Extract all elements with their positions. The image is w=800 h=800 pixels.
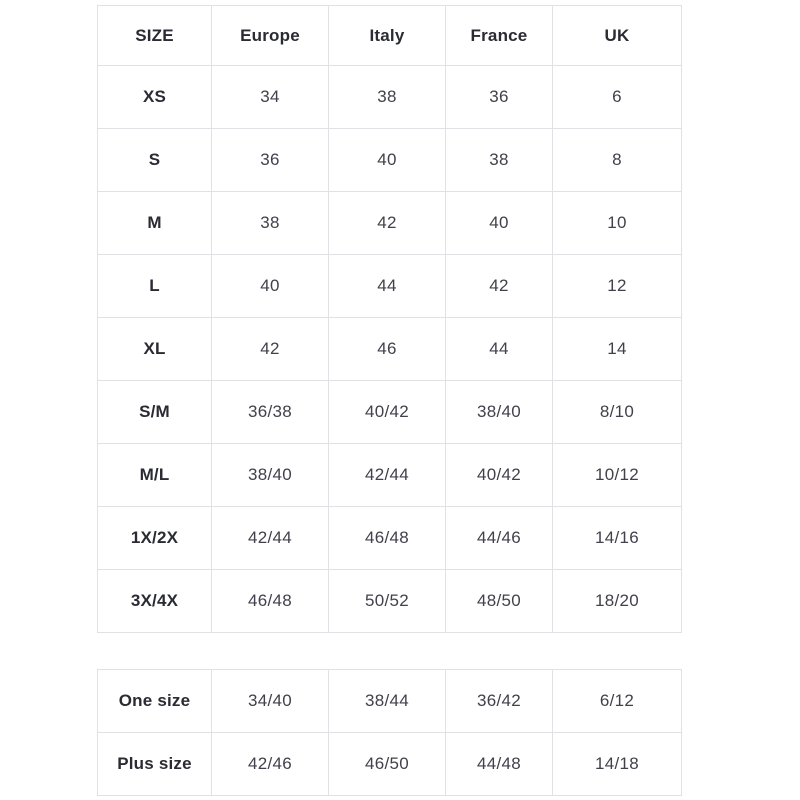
size-value-cell: 42/46 [211,732,329,796]
size-value-cell: 38/40 [445,380,553,444]
size-value-cell: 42/44 [328,443,446,507]
header-row: SIZE Europe Italy France UK [97,5,682,66]
size-value-cell: 10 [552,191,682,255]
table-row: M/L 38/40 42/44 40/42 10/12 [97,443,682,507]
size-value-cell: 44 [445,317,553,381]
size-value-cell: 36 [211,128,329,192]
size-value-cell: 38/40 [211,443,329,507]
size-value-cell: 38 [211,191,329,255]
special-sizes-body: One size 34/40 38/44 36/42 6/12 Plus size 42/4… [97,669,682,796]
size-value-cell: 12 [552,254,682,318]
size-value-cell: 40 [445,191,553,255]
table-row: L 40 44 42 12 [97,254,682,318]
special-sizes-table: One size 34/40 38/44 36/42 6/12 Plus size 42/4… [97,669,682,796]
size-value-cell: 46/50 [328,732,446,796]
size-value-cell: 14/16 [552,506,682,570]
size-value-cell: 36 [445,65,553,129]
size-value-cell: 18/20 [552,569,682,633]
size-label-cell: XS [97,65,212,129]
size-value-cell: 42 [328,191,446,255]
size-value-cell: 34/40 [211,669,329,733]
column-header-uk: UK [552,5,682,66]
table-row: M 38 42 40 10 [97,191,682,255]
size-label-cell: 1X/2X [97,506,212,570]
column-header-italy: Italy [328,5,446,66]
size-value-cell: 40/42 [328,380,446,444]
size-value-cell: 46 [328,317,446,381]
size-value-cell: 42/44 [211,506,329,570]
column-header-europe: Europe [211,5,329,66]
table-row: S/M 36/38 40/42 38/40 8/10 [97,380,682,444]
size-label-cell: M/L [97,443,212,507]
size-value-cell: 10/12 [552,443,682,507]
size-value-cell: 14 [552,317,682,381]
size-label-cell: M [97,191,212,255]
size-label-cell: S [97,128,212,192]
size-label-cell: 3X/4X [97,569,212,633]
size-value-cell: 50/52 [328,569,446,633]
table-row: Plus size 42/46 46/50 44/48 14/18 [97,732,682,796]
size-value-cell: 38 [328,65,446,129]
size-value-cell: 40 [328,128,446,192]
size-value-cell: 34 [211,65,329,129]
table-row: One size 34/40 38/44 36/42 6/12 [97,669,682,733]
size-value-cell: 44/46 [445,506,553,570]
size-label-cell: S/M [97,380,212,444]
size-value-cell: 6/12 [552,669,682,733]
size-value-cell: 48/50 [445,569,553,633]
size-chart-table: SIZE Europe Italy France UK XS 34 38 36 6 S 36… [97,5,682,633]
tables-container: SIZE Europe Italy France UK XS 34 38 36 6 S 36… [97,5,682,796]
size-label-cell: XL [97,317,212,381]
size-value-cell: 40/42 [445,443,553,507]
size-value-cell: 38 [445,128,553,192]
size-value-cell: 44/48 [445,732,553,796]
size-value-cell: 36/42 [445,669,553,733]
size-value-cell: 42 [445,254,553,318]
table-row: 3X/4X 46/48 50/52 48/50 18/20 [97,569,682,633]
size-value-cell: 8 [552,128,682,192]
size-value-cell: 42 [211,317,329,381]
size-value-cell: 46/48 [328,506,446,570]
size-value-cell: 6 [552,65,682,129]
size-value-cell: 8/10 [552,380,682,444]
column-header-france: France [445,5,553,66]
size-label-cell: L [97,254,212,318]
size-value-cell: 40 [211,254,329,318]
size-value-cell: 14/18 [552,732,682,796]
size-chart-header: SIZE Europe Italy France UK [97,5,682,66]
table-row: 1X/2X 42/44 46/48 44/46 14/16 [97,506,682,570]
size-value-cell: 38/44 [328,669,446,733]
size-label-cell: One size [97,669,212,733]
table-row: S 36 40 38 8 [97,128,682,192]
table-row: XL 42 46 44 14 [97,317,682,381]
size-value-cell: 46/48 [211,569,329,633]
table-row: XS 34 38 36 6 [97,65,682,129]
size-chart-body: XS 34 38 36 6 S 36 40 38 8 M 38 42 40 10 L 40 44 42 12 XL 42 4… [97,65,682,633]
size-value-cell: 44 [328,254,446,318]
size-value-cell: 36/38 [211,380,329,444]
size-label-cell: Plus size [97,732,212,796]
column-header-size: SIZE [97,5,212,66]
